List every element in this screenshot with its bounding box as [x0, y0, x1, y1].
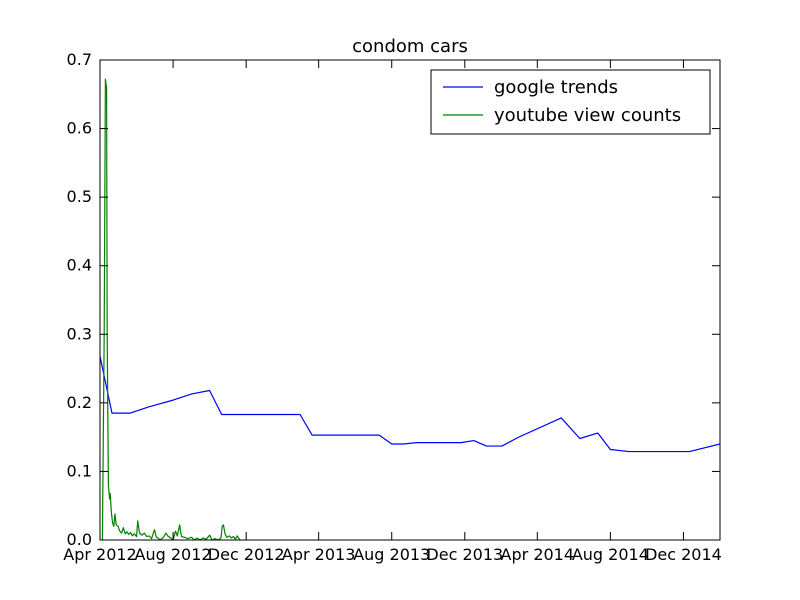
x-tick-label: Dec 2012	[208, 545, 285, 564]
y-tick-label: 0.1	[67, 461, 92, 480]
legend-box	[430, 69, 711, 135]
x-tick-label: Dec 2013	[426, 545, 503, 564]
y-tick-label: 0.2	[67, 393, 92, 412]
plot-frame	[99, 59, 721, 541]
series-line-2	[101, 78, 241, 540]
x-tick-label: Aug 2014	[572, 545, 649, 564]
x-tick-label: Aug 2013	[353, 545, 430, 564]
x-tick-label: Dec 2014	[645, 545, 722, 564]
y-tick-label: 0.0	[67, 530, 92, 549]
chart-title: condom cars	[352, 36, 468, 57]
series-line-1	[100, 356, 720, 453]
y-tick-label: 0.3	[67, 324, 92, 343]
x-tick-label: Apr 2014	[501, 545, 574, 564]
x-tick-label: Apr 2013	[282, 545, 355, 564]
plot-area	[100, 78, 720, 540]
y-tick-label: 0.4	[67, 256, 92, 275]
y-tick-label: 0.6	[67, 119, 92, 138]
y-tick-label: 0.5	[67, 187, 92, 206]
legend-label: google trends	[494, 77, 618, 98]
y-tick-label: 0.7	[67, 50, 92, 69]
x-tick-label: Aug 2012	[135, 545, 212, 564]
x-tick-label: Apr 2012	[63, 545, 136, 564]
legend-label: youtube view counts	[494, 105, 681, 126]
y-axis: 0.0 0.1 0.2 0.3 0.4 0.5 0.6 0.7	[67, 50, 720, 549]
legend: google trends youtube view counts	[430, 69, 711, 135]
